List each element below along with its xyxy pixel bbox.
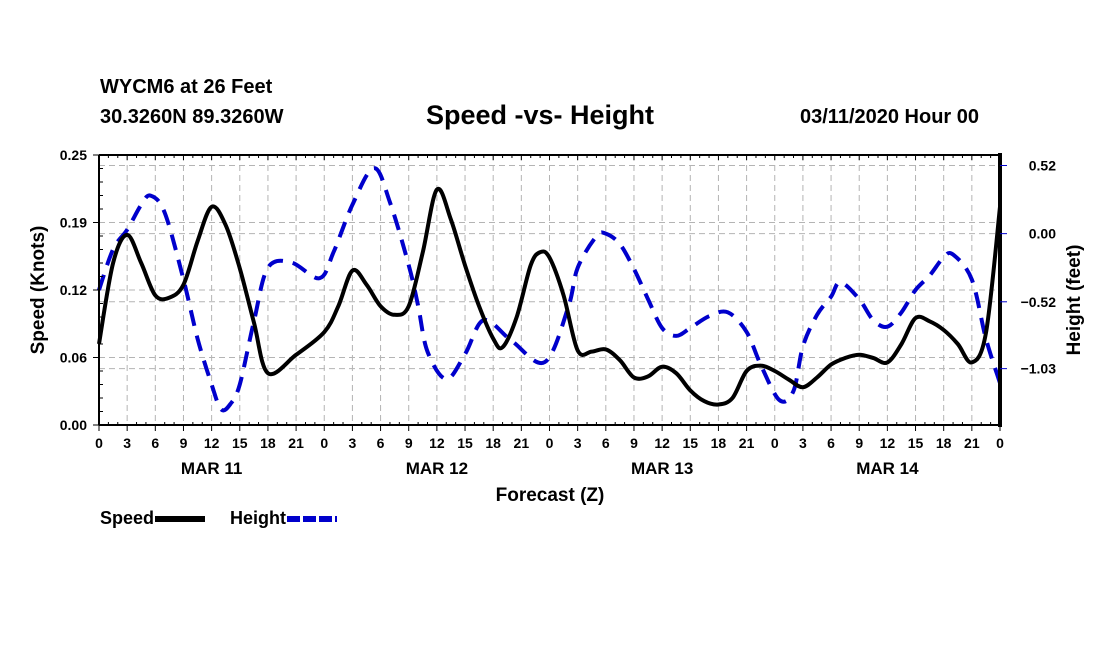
legend-item-speed: Speed: [100, 508, 206, 529]
grid-lines: [99, 155, 1000, 425]
forecast-datestamp: 03/11/2020 Hour 00: [800, 106, 980, 128]
series-line-height: [97, 166, 1002, 413]
legend-item-height: Height: [230, 508, 337, 529]
y-tick-label: 0.00: [60, 417, 87, 433]
x-axis-title: Forecast (Z): [496, 485, 605, 506]
x-tick-label: 18: [260, 435, 276, 451]
x-tick-label: 3: [349, 435, 357, 451]
coordinates-label: 30.3260N 89.3260W: [100, 106, 284, 128]
y2-tick-label: −1.03: [1021, 361, 1057, 377]
legend-label-height: Height: [230, 508, 286, 528]
x-tick-label: 18: [711, 435, 727, 451]
x-tick-label: 12: [204, 435, 220, 451]
x-tick-label: 0: [95, 435, 103, 451]
x-tick-label: 9: [180, 435, 188, 451]
x-tick-label: 15: [457, 435, 473, 451]
x-tick-label: 21: [739, 435, 755, 451]
x-tick-label: 12: [880, 435, 896, 451]
x-tick-label: 21: [964, 435, 980, 451]
legend-label-speed: Speed: [100, 508, 155, 528]
y2-axis-title: Height (feet): [1064, 245, 1085, 356]
x-tick-label: 6: [377, 435, 385, 451]
x-tick-label: 9: [855, 435, 863, 451]
y-tick-label: 0.19: [60, 215, 87, 231]
legend-swatch-height: [287, 515, 337, 522]
x-tick-label: 3: [799, 435, 807, 451]
x-tick-label: 12: [654, 435, 670, 451]
x-tick-label: 15: [682, 435, 698, 451]
y-tick-label: 0.06: [60, 350, 87, 366]
y2-tick-label: 0.00: [1029, 226, 1056, 242]
x-day-label: MAR 14: [856, 459, 919, 478]
x-tick-label: 21: [514, 435, 530, 451]
x-tick-label: 3: [123, 435, 131, 451]
x-tick-label: 15: [908, 435, 924, 451]
series-line-speed: [97, 186, 1002, 407]
x-tick-label: 3: [574, 435, 582, 451]
x-tick-label: 0: [996, 435, 1004, 451]
y-axis-title: Speed (Knots): [28, 226, 49, 355]
y-tick-label: 0.12: [60, 282, 87, 298]
x-tick-label: 18: [485, 435, 501, 451]
x-tick-label: 18: [936, 435, 952, 451]
axis-labels: 0 3 6 9 12 15 18 21 0 3 6 9 12 15 18 21 0 3 6 9 12 15 18 21 0 3 6 9…: [28, 147, 1085, 506]
x-tick-label: 6: [602, 435, 610, 451]
series-layer: [97, 166, 1002, 413]
chart-title: Speed -vs- Height: [426, 100, 655, 130]
x-day-label: MAR 12: [406, 459, 468, 478]
station-label: WYCM6 at 26 Feet: [100, 76, 273, 98]
x-day-label: MAR 11: [181, 459, 242, 478]
y-tick-label: 0.25: [60, 147, 87, 163]
x-tick-label: 9: [630, 435, 638, 451]
x-tick-label: 0: [771, 435, 779, 451]
y2-tick-label: 0.52: [1029, 157, 1056, 173]
x-tick-label: 0: [320, 435, 328, 451]
y2-tick-label: −0.52: [1021, 294, 1057, 310]
x-day-label: MAR 13: [631, 459, 693, 478]
x-tick-label: 6: [151, 435, 159, 451]
x-tick-label: 0: [546, 435, 554, 451]
x-tick-label: 9: [405, 435, 413, 451]
x-tick-label: 12: [429, 435, 445, 451]
x-tick-label: 21: [288, 435, 304, 451]
x-tick-label: 15: [232, 435, 248, 451]
axes: [93, 153, 1007, 431]
legend-swatch-speed: [155, 515, 206, 522]
x-tick-label: 6: [827, 435, 835, 451]
